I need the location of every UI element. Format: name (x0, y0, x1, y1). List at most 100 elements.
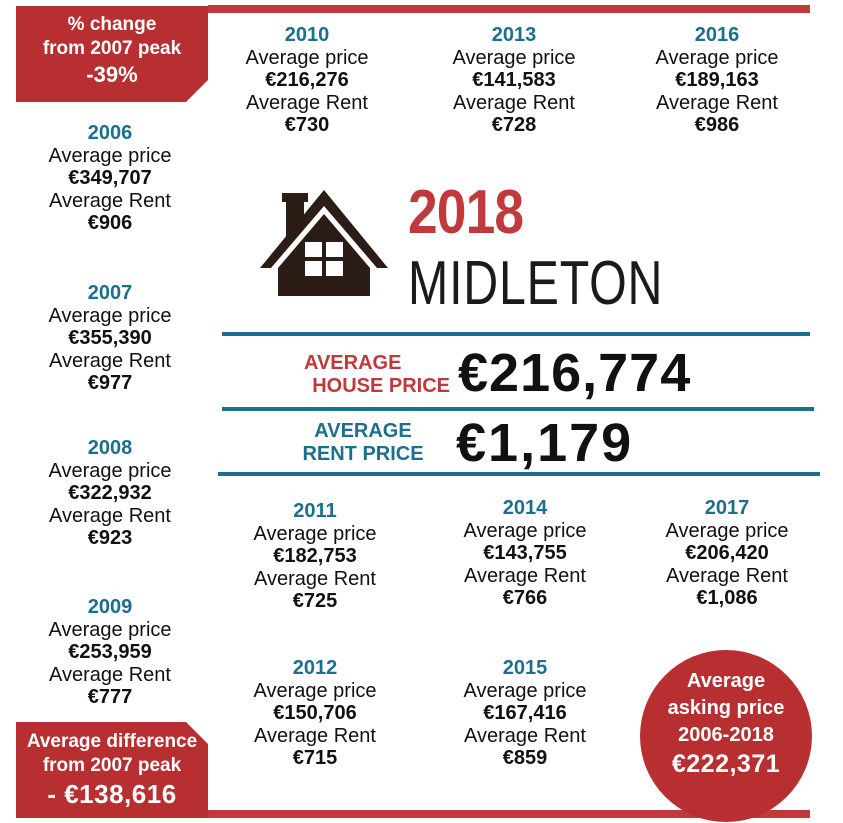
price-label: Average price (253, 523, 377, 545)
price-label: Average price (48, 145, 172, 167)
price-value: €322,932 (68, 482, 152, 504)
rent-value: €728 (491, 114, 537, 136)
asking-price-badge: Average asking price 2006-2018 €222,371 (640, 650, 812, 822)
rent-value: €730 (284, 114, 330, 136)
rent-label: Average Rent (254, 725, 376, 747)
asking-price-line1: Average (686, 670, 766, 692)
rent-value: €715 (292, 747, 338, 769)
price-label: Average price (655, 47, 779, 69)
average-house-price-label: AVERAGE HOUSE PRICE (300, 352, 450, 398)
rent-value: €1,086 (696, 587, 758, 609)
flag-fold (185, 79, 209, 103)
year-label: 2015 (502, 657, 548, 679)
price-label: Average price (48, 305, 172, 327)
year-label: 2006 (87, 122, 133, 144)
price-label: Average price (665, 520, 789, 542)
rent-label: Average Rent (49, 505, 171, 527)
year-block-2009: 2009 Average price €253,959 Average Rent… (10, 595, 210, 709)
rent-label: Average Rent (246, 92, 368, 114)
year-label: 2008 (87, 437, 133, 459)
year-block-2012: 2012 Average price €150,706 Average Rent… (215, 656, 415, 770)
divider-top (222, 332, 810, 336)
average-rent-price-label: AVERAGE RENT PRICE (296, 420, 430, 466)
year-label: 2010 (284, 24, 330, 46)
year-block-2006: 2006 Average price €349,707 Average Rent… (10, 121, 210, 235)
price-value: €150,706 (273, 702, 357, 724)
percent-change-flag: % change from 2007 peak -39% (16, 6, 209, 103)
price-value: €167,416 (483, 702, 567, 724)
rent-value: €923 (87, 527, 133, 549)
rent-value: €766 (502, 587, 548, 609)
price-label: Average price (48, 619, 172, 641)
rent-value: €977 (87, 372, 133, 394)
flag-fold (185, 721, 209, 745)
average-house-price-value: €216,774 (458, 343, 692, 403)
average-difference-label-1: Average difference (26, 731, 198, 752)
year-block-2016: 2016 Average price €189,163 Average Rent… (617, 23, 817, 137)
year-label: 2017 (704, 497, 750, 519)
year-block-2013: 2013 Average price €141,583 Average Rent… (414, 23, 614, 137)
price-label: Average price (452, 47, 576, 69)
rent-value: €777 (87, 686, 133, 708)
year-label: 2011 (293, 500, 337, 522)
year-label: 2009 (87, 596, 133, 618)
bottom-accent-bar (208, 810, 810, 818)
price-label: Average price (245, 47, 369, 69)
price-value: €141,583 (472, 69, 556, 91)
percent-change-label-2: from 2007 peak (42, 38, 182, 59)
rent-label: Average Rent (464, 725, 586, 747)
asking-price-line3: 2006-2018 (678, 724, 774, 746)
rent-label: Average Rent (656, 92, 778, 114)
divider-middle (222, 407, 814, 411)
rent-label: Average Rent (453, 92, 575, 114)
price-value: €253,959 (68, 641, 152, 663)
average-rent-label-line2: RENT PRICE (302, 443, 424, 465)
rent-label: Average Rent (666, 565, 788, 587)
year-block-2008: 2008 Average price €322,932 Average Rent… (10, 436, 210, 550)
year-block-2011: 2011 Average price €182,753 Average Rent… (215, 499, 415, 613)
price-value: €182,753 (273, 545, 357, 567)
year-block-2010: 2010 Average price €216,276 Average Rent… (207, 23, 407, 137)
top-accent-bar (208, 5, 810, 13)
average-house-label-line1: AVERAGE (304, 352, 402, 374)
year-label: 2016 (694, 24, 740, 46)
price-value: €355,390 (68, 327, 152, 349)
average-rent-label-line1: AVERAGE (314, 420, 412, 442)
price-value: €349,707 (68, 167, 152, 189)
percent-change-value: -39% (86, 62, 138, 87)
divider-bottom (218, 472, 820, 476)
asking-price-line2: asking price (667, 697, 785, 719)
title-year: 2018 (408, 178, 524, 247)
rent-label: Average Rent (254, 568, 376, 590)
rent-value: €986 (694, 114, 740, 136)
percent-change-label-1: % change (67, 14, 157, 35)
average-difference-label-2: from 2007 peak (42, 755, 182, 776)
year-label: 2012 (292, 657, 338, 679)
year-block-2014: 2014 Average price €143,755 Average Rent… (425, 496, 625, 610)
house-icon (260, 190, 388, 296)
average-house-label-line2: HOUSE PRICE (312, 375, 450, 397)
year-label: 2013 (491, 24, 537, 46)
average-rent-price-value: €1,179 (456, 413, 634, 473)
year-label: 2014 (502, 497, 548, 519)
asking-price-value: €222,371 (671, 750, 781, 778)
rent-label: Average Rent (464, 565, 586, 587)
price-value: €216,276 (265, 69, 349, 91)
rent-label: Average Rent (49, 350, 171, 372)
year-block-2007: 2007 Average price €355,390 Average Rent… (10, 281, 210, 395)
price-label: Average price (463, 520, 587, 542)
rent-value: €859 (502, 747, 548, 769)
price-value: €189,163 (675, 69, 759, 91)
rent-value: €906 (87, 212, 133, 234)
price-label: Average price (463, 680, 587, 702)
price-value: €143,755 (483, 542, 567, 564)
average-difference-flag: Average difference from 2007 peak - €138… (16, 721, 209, 818)
year-block-2017: 2017 Average price €206,420 Average Rent… (627, 496, 827, 610)
title-town: MIDLETON (408, 249, 664, 318)
rent-label: Average Rent (49, 664, 171, 686)
year-block-2015: 2015 Average price €167,416 Average Rent… (425, 656, 625, 770)
price-label: Average price (48, 460, 172, 482)
rent-value: €725 (292, 590, 338, 612)
rent-label: Average Rent (49, 190, 171, 212)
price-label: Average price (253, 680, 377, 702)
